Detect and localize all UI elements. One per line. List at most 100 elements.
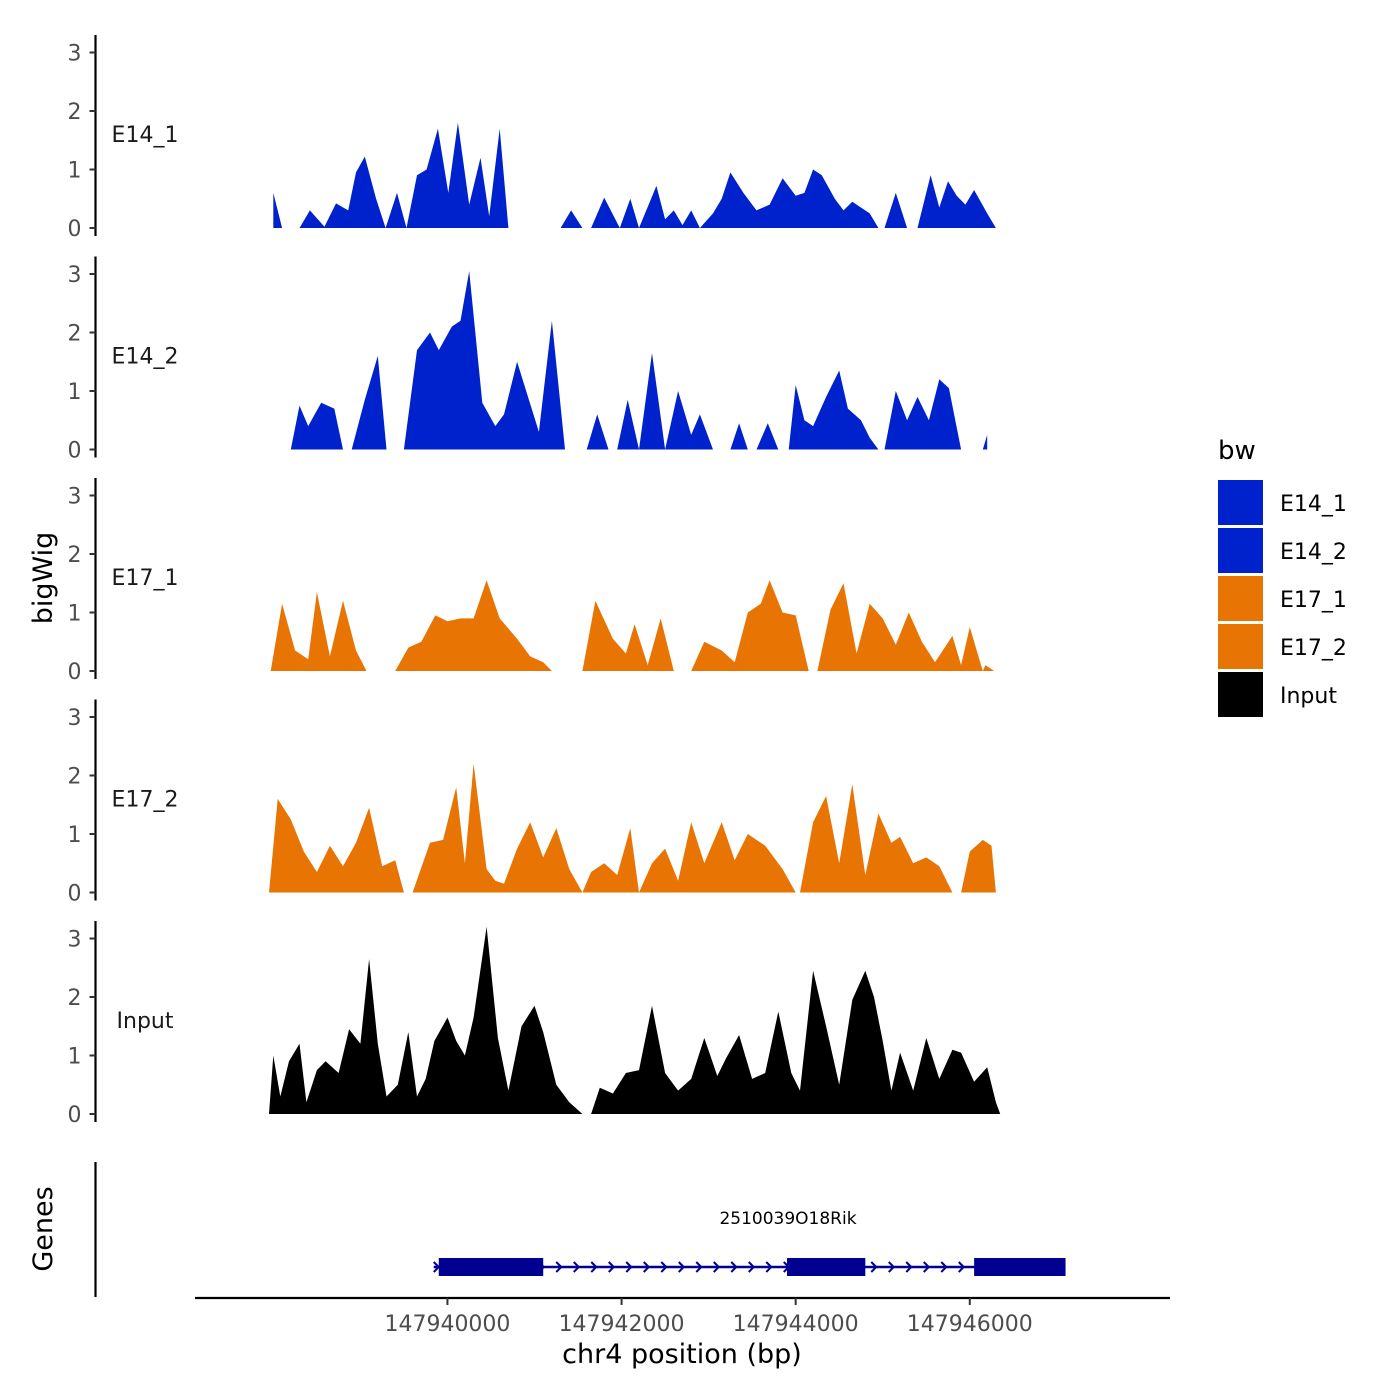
y-tick-label: 0: [68, 217, 82, 242]
y-tick-label: 0: [68, 660, 82, 685]
track-label: Input: [117, 1009, 174, 1034]
legend-label: E17_1: [1280, 588, 1347, 613]
track-e14-2: 0 1 2 3 E14_2: [68, 256, 988, 464]
y-tick-label: 1: [68, 380, 82, 405]
legend-item-e17-1: E17_1: [1218, 576, 1347, 621]
x-tick-label: 147942000: [559, 1312, 685, 1337]
coverage-area: [699, 169, 879, 228]
strand-arrow: [625, 1261, 633, 1273]
coverage-area: [756, 423, 779, 450]
coverage-area: [730, 423, 748, 450]
legend-swatch: [1218, 576, 1263, 621]
strand-arrow: [643, 1261, 651, 1273]
coverage-area: [412, 763, 583, 893]
strand-arrow: [748, 1261, 756, 1273]
gene-panel: Genes 2510039O18Rik: [28, 1162, 1066, 1297]
y-tick-label: 2: [68, 765, 82, 790]
x-tick-label: 147940000: [384, 1312, 510, 1337]
track-label: E17_2: [112, 788, 179, 813]
legend-item-e14-1: E14_1: [1218, 480, 1347, 525]
strand-arrow: [678, 1261, 686, 1273]
coverage-area: [290, 402, 343, 450]
coverage-area: [800, 784, 953, 893]
track-label: E14_1: [112, 123, 179, 148]
coverage-area: [591, 970, 1001, 1114]
legend-item-e14-2: E14_2: [1218, 528, 1347, 573]
coverage-area: [617, 353, 666, 450]
strand-arrow: [608, 1261, 616, 1273]
strand-arrow: [940, 1261, 948, 1273]
track-e14-1: 0 1 2 3 E14_1: [68, 34, 996, 242]
strand-arrow: [765, 1261, 773, 1273]
strand-arrow: [958, 1261, 966, 1273]
y-tick-label: 3: [68, 42, 82, 67]
coverage-area: [982, 434, 988, 450]
legend-swatch: [1218, 624, 1263, 669]
coverage-area: [299, 210, 326, 228]
y-tick-label: 0: [68, 1103, 82, 1128]
strand-arrow: [660, 1261, 668, 1273]
x-tick-label: 147944000: [733, 1312, 859, 1337]
gene-exon: [438, 1258, 544, 1276]
y-tick-label: 0: [68, 882, 82, 907]
legend-label: E14_1: [1280, 492, 1347, 517]
strand-arrow: [573, 1261, 581, 1273]
x-axis-ticks: 147940000 147942000 147944000 147946000: [384, 1298, 1033, 1337]
coverage-area: [586, 414, 609, 450]
coverage-area: [788, 370, 879, 450]
y-axis-title: bigWig: [28, 532, 59, 625]
coverage-area: [273, 192, 283, 228]
coverage-area: [639, 822, 796, 893]
coverage-area: [269, 926, 583, 1114]
coverage-area: [269, 798, 404, 893]
track-e17-1: 0 1 2 3 E17_1: [68, 477, 995, 685]
y-tick-label: 1: [68, 823, 82, 848]
y-tick-label: 1: [68, 159, 82, 184]
coverage-area: [961, 839, 996, 893]
coverage-tracks: 0 1 2 3 E14_1 0 1 2 3 E14_2 0 1 2 3 E17_1 0 1 2 3 E17_2 0 1 2 3…: [68, 34, 1001, 1128]
legend-swatch: [1218, 672, 1263, 717]
legend-label: E17_2: [1280, 636, 1347, 661]
coverage-area: [917, 175, 996, 228]
coverage-area: [884, 379, 962, 450]
y-tick-label: 2: [68, 543, 82, 568]
strand-arrow: [870, 1261, 878, 1273]
legend-label: Input: [1280, 684, 1337, 709]
track-label: E17_1: [112, 566, 179, 591]
strand-arrow: [888, 1261, 896, 1273]
y-tick-label: 3: [68, 706, 82, 731]
track-input: 0 1 2 3 Input: [68, 920, 1001, 1128]
y-tick-label: 2: [68, 100, 82, 125]
y-tick-label: 1: [68, 602, 82, 627]
coverage-area: [582, 828, 639, 893]
genes-axis-title: Genes: [28, 1186, 59, 1271]
coverage-area: [591, 197, 639, 228]
y-tick-label: 2: [68, 986, 82, 1011]
strand-arrow: [923, 1261, 931, 1273]
coverage-area: [270, 592, 367, 671]
gene-exon: [974, 1258, 1066, 1276]
coverage-area: [403, 271, 565, 450]
coverage-area: [884, 192, 908, 228]
strand-arrow: [695, 1261, 703, 1273]
coverage-area: [817, 583, 995, 671]
gene-exon: [786, 1258, 866, 1276]
x-axis: 147940000 147942000 147944000 147946000 chr…: [195, 1296, 1170, 1370]
gene-name-label: 2510039O18Rik: [719, 1209, 856, 1229]
track-e17-2: 0 1 2 3 E17_2: [68, 699, 996, 907]
coverage-area: [395, 580, 552, 671]
legend-label: E14_2: [1280, 540, 1347, 565]
y-tick-label: 2: [68, 322, 82, 347]
strand-arrow: [590, 1261, 598, 1273]
track-label: E14_2: [112, 345, 179, 370]
coverage-area: [560, 210, 583, 228]
legend: bw E14_1 E14_2 E17_1 E17_2 Input: [1218, 436, 1347, 717]
x-tick-label: 147946000: [907, 1312, 1033, 1337]
coverage-area: [582, 600, 674, 671]
coverage-area: [385, 122, 509, 228]
legend-item-input: Input: [1218, 672, 1337, 717]
legend-swatch: [1218, 528, 1263, 573]
gene-model: [433, 1258, 1066, 1276]
y-tick-label: 1: [68, 1045, 82, 1070]
